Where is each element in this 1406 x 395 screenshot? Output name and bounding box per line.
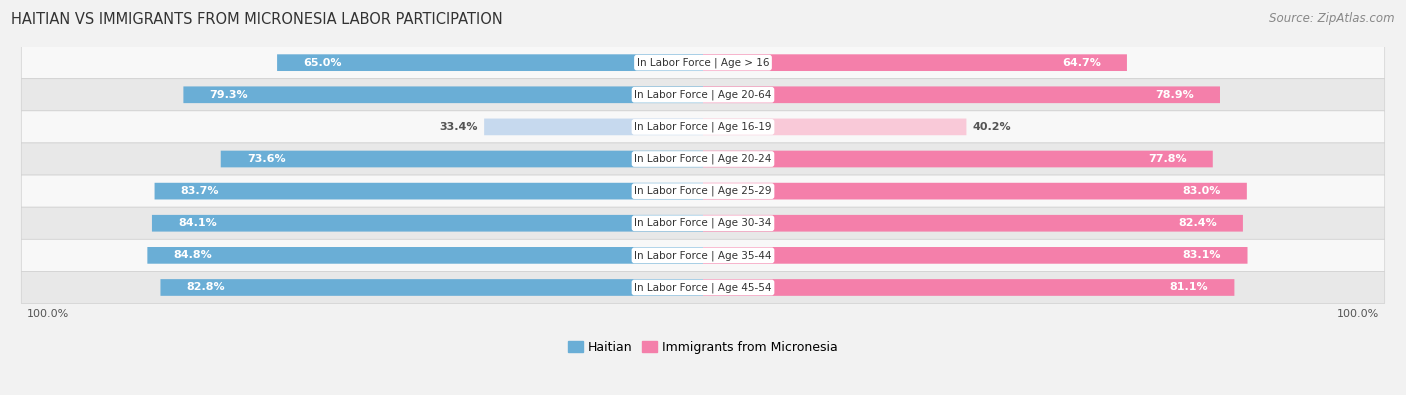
Text: 73.6%: 73.6%: [247, 154, 285, 164]
Text: 65.0%: 65.0%: [304, 58, 342, 68]
Text: 40.2%: 40.2%: [973, 122, 1011, 132]
FancyBboxPatch shape: [703, 118, 966, 135]
FancyBboxPatch shape: [277, 54, 703, 71]
Text: 64.7%: 64.7%: [1062, 58, 1101, 68]
FancyBboxPatch shape: [183, 87, 703, 103]
FancyBboxPatch shape: [703, 150, 1213, 167]
FancyBboxPatch shape: [21, 47, 1385, 79]
Text: 77.8%: 77.8%: [1147, 154, 1187, 164]
FancyBboxPatch shape: [21, 79, 1385, 111]
FancyBboxPatch shape: [703, 183, 1247, 199]
FancyBboxPatch shape: [21, 143, 1385, 175]
FancyBboxPatch shape: [148, 247, 703, 264]
FancyBboxPatch shape: [21, 111, 1385, 143]
FancyBboxPatch shape: [21, 239, 1385, 271]
Text: 84.1%: 84.1%: [179, 218, 217, 228]
Text: 82.8%: 82.8%: [187, 282, 225, 292]
Text: In Labor Force | Age 25-29: In Labor Force | Age 25-29: [634, 186, 772, 196]
Legend: Haitian, Immigrants from Micronesia: Haitian, Immigrants from Micronesia: [568, 341, 838, 354]
Text: 84.8%: 84.8%: [173, 250, 212, 260]
Text: 82.4%: 82.4%: [1178, 218, 1216, 228]
Text: 81.1%: 81.1%: [1170, 282, 1208, 292]
Text: 33.4%: 33.4%: [439, 122, 478, 132]
Text: 83.0%: 83.0%: [1182, 186, 1220, 196]
Text: 83.1%: 83.1%: [1182, 250, 1222, 260]
FancyBboxPatch shape: [21, 175, 1385, 207]
Text: In Labor Force | Age 16-19: In Labor Force | Age 16-19: [634, 122, 772, 132]
FancyBboxPatch shape: [484, 118, 703, 135]
Text: In Labor Force | Age > 16: In Labor Force | Age > 16: [637, 57, 769, 68]
Text: In Labor Force | Age 35-44: In Labor Force | Age 35-44: [634, 250, 772, 261]
Text: 83.7%: 83.7%: [181, 186, 219, 196]
Text: In Labor Force | Age 45-54: In Labor Force | Age 45-54: [634, 282, 772, 293]
FancyBboxPatch shape: [703, 87, 1220, 103]
FancyBboxPatch shape: [703, 247, 1247, 264]
FancyBboxPatch shape: [155, 183, 703, 199]
FancyBboxPatch shape: [703, 279, 1234, 296]
FancyBboxPatch shape: [221, 150, 703, 167]
Text: In Labor Force | Age 20-24: In Labor Force | Age 20-24: [634, 154, 772, 164]
FancyBboxPatch shape: [21, 271, 1385, 303]
FancyBboxPatch shape: [703, 54, 1128, 71]
Text: 78.9%: 78.9%: [1154, 90, 1194, 100]
FancyBboxPatch shape: [21, 207, 1385, 239]
Text: In Labor Force | Age 30-34: In Labor Force | Age 30-34: [634, 218, 772, 228]
Text: Source: ZipAtlas.com: Source: ZipAtlas.com: [1270, 12, 1395, 25]
Text: 79.3%: 79.3%: [209, 90, 249, 100]
FancyBboxPatch shape: [703, 215, 1243, 231]
FancyBboxPatch shape: [160, 279, 703, 296]
Text: In Labor Force | Age 20-64: In Labor Force | Age 20-64: [634, 90, 772, 100]
Text: HAITIAN VS IMMIGRANTS FROM MICRONESIA LABOR PARTICIPATION: HAITIAN VS IMMIGRANTS FROM MICRONESIA LA…: [11, 12, 503, 27]
FancyBboxPatch shape: [152, 215, 703, 231]
